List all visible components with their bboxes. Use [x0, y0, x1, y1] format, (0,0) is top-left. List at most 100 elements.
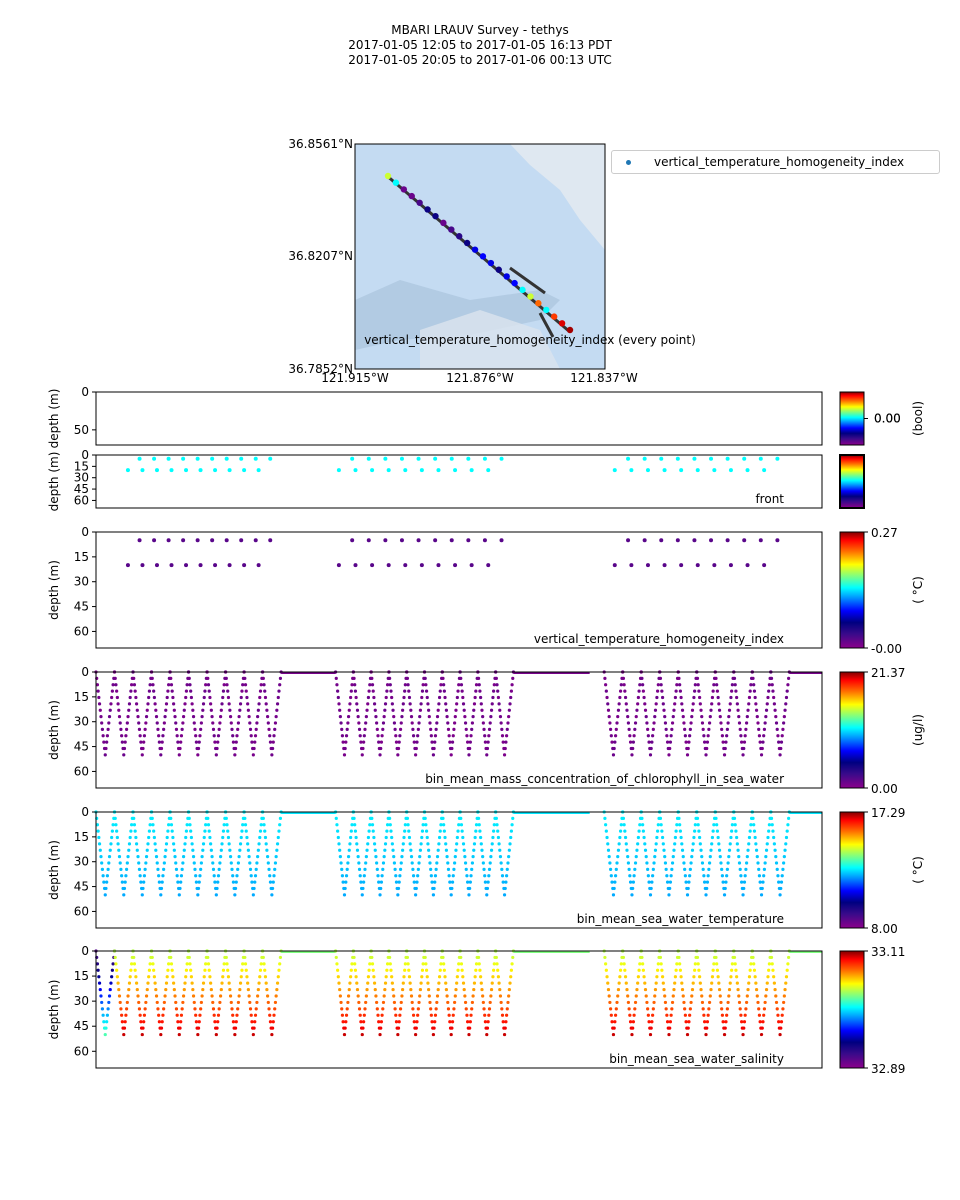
data-point	[200, 994, 203, 997]
data-point	[265, 709, 268, 712]
data-point	[689, 1007, 692, 1010]
data-point	[754, 982, 757, 985]
data-point	[481, 855, 484, 858]
data-point	[444, 842, 447, 845]
data-point	[107, 721, 110, 724]
data-point	[154, 709, 157, 712]
data-point	[222, 690, 225, 693]
data-point	[167, 962, 170, 965]
data-point	[151, 677, 154, 680]
data-point	[339, 721, 342, 724]
data-point	[348, 709, 351, 712]
data-point	[172, 842, 175, 845]
data-point	[443, 836, 446, 839]
data-point	[775, 861, 778, 864]
data-point	[254, 1014, 257, 1017]
data-point	[364, 861, 367, 864]
data-point	[184, 696, 187, 699]
data-point	[765, 709, 768, 712]
panel-frame	[96, 532, 822, 648]
data-point	[782, 1001, 785, 1004]
data-point	[744, 868, 747, 871]
data-point	[126, 468, 130, 472]
data-point	[358, 728, 361, 731]
data-point	[430, 1014, 433, 1017]
data-point	[489, 715, 492, 718]
data-point	[245, 969, 248, 972]
data-point	[161, 1020, 164, 1023]
data-point	[760, 753, 763, 756]
data-point	[665, 874, 668, 877]
data-point	[136, 855, 139, 858]
data-point	[372, 690, 375, 693]
data-point	[776, 874, 779, 877]
data-point	[734, 683, 737, 686]
data-point	[620, 823, 623, 826]
data-point	[100, 861, 103, 864]
data-point	[176, 881, 179, 884]
data-point	[717, 702, 720, 705]
data-point	[398, 874, 401, 877]
data-point	[437, 982, 440, 985]
data-point	[258, 836, 261, 839]
data-point	[363, 734, 366, 737]
data-point	[353, 823, 356, 826]
data-point	[115, 969, 118, 972]
data-point	[607, 849, 610, 852]
data-point	[196, 1033, 199, 1036]
data-point	[499, 855, 502, 858]
data-point	[465, 868, 468, 871]
data-point	[687, 1020, 690, 1023]
data-point	[678, 683, 681, 686]
data-point	[337, 468, 341, 472]
data-point	[109, 702, 112, 705]
data-point	[633, 1007, 636, 1010]
data-point	[235, 1020, 238, 1023]
data-point	[725, 1014, 728, 1017]
data-point	[356, 988, 359, 991]
data-point	[355, 982, 358, 985]
data-point	[173, 715, 176, 718]
data-point	[608, 715, 611, 718]
data-point	[265, 982, 268, 985]
data-point	[156, 721, 159, 724]
data-point	[267, 861, 270, 864]
data-point	[357, 855, 360, 858]
data-point	[191, 982, 194, 985]
data-point	[483, 538, 487, 542]
data-point	[761, 887, 764, 890]
data-point	[632, 741, 635, 744]
data-point	[637, 696, 640, 699]
data-point	[660, 690, 663, 693]
data-point	[163, 1001, 166, 1004]
data-point	[742, 887, 745, 890]
data-point	[678, 823, 681, 826]
data-point	[400, 721, 403, 724]
data-point	[757, 1007, 760, 1010]
data-point	[429, 728, 432, 731]
data-point	[166, 696, 169, 699]
data-point	[149, 962, 152, 965]
data-point	[474, 690, 477, 693]
data-point	[689, 728, 692, 731]
data-point	[377, 741, 380, 744]
data-point	[623, 823, 626, 826]
data-point	[729, 975, 732, 978]
data-point	[147, 696, 150, 699]
data-point	[178, 1027, 181, 1030]
colorbar	[840, 532, 864, 648]
data-point	[202, 702, 205, 705]
data-point	[162, 1007, 165, 1010]
data-point	[435, 728, 438, 731]
data-point	[747, 982, 750, 985]
data-point	[754, 842, 757, 845]
data-point	[340, 728, 343, 731]
track-point	[401, 186, 407, 192]
data-point	[480, 849, 483, 852]
data-point	[771, 962, 774, 965]
data-point	[193, 1007, 196, 1010]
data-point	[682, 715, 685, 718]
data-point	[230, 868, 233, 871]
data-point	[618, 696, 621, 699]
data-point	[350, 683, 353, 686]
